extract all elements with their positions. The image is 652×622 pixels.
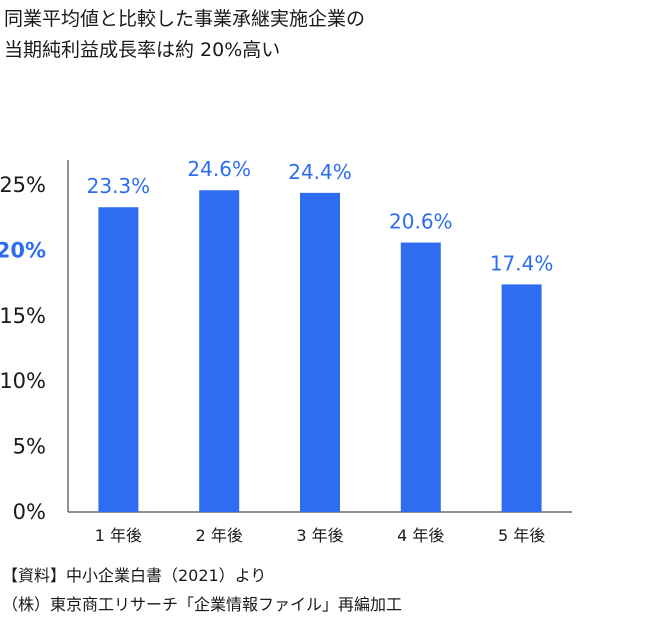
bar (501, 284, 542, 512)
bar-value-label: 17.4% (490, 251, 554, 275)
chart-footer: 【資料】中小企業白書（2021）より （株）東京商工リサーチ「企業情報ファイル」… (2, 561, 402, 619)
bar-value-label: 24.6% (187, 157, 251, 181)
bar (300, 192, 340, 512)
bar (98, 207, 139, 512)
x-tick-label: 5 年後 (498, 526, 545, 545)
x-axis-ticks: 1 年後 2 年後 3 年後 4 年後 5 年後 (95, 526, 545, 545)
source-note: 【資料】中小企業白書（2021）より (2, 566, 267, 585)
chart-title: 同業平均値と比較した事業承継実施企業の 当期純利益成長率は約 20%高い (4, 4, 365, 66)
bar-value-label: 20.6% (389, 210, 453, 234)
chart-title-line-2: 当期純利益成長率は約 20%高い (4, 39, 281, 61)
y-axis-ticks: 25% 20% 15% 10% 5% 0% (0, 173, 46, 524)
y-tick-label: 20% (0, 238, 46, 262)
chart-title-line-1: 同業平均値と比較した事業承継実施企業の (4, 8, 366, 30)
y-tick-label: 10% (0, 369, 46, 393)
bar-value-label: 24.4% (288, 160, 352, 184)
bar (199, 190, 240, 512)
y-tick-label: 5% (13, 435, 46, 459)
bar (400, 242, 441, 512)
y-tick-label: 0% (13, 500, 46, 524)
credit-note: （株）東京商工リサーチ「企業情報ファイル」再編加工 (2, 595, 403, 614)
x-tick-label: 3 年後 (296, 526, 343, 545)
bar-value-label: 23.3% (87, 174, 151, 198)
bars (98, 190, 542, 512)
bar-value-labels: 23.3% 24.6% 24.4% 20.6% 17.4% (87, 157, 554, 275)
x-tick-label: 1 年後 (95, 526, 142, 545)
y-tick-label: 25% (0, 173, 46, 197)
x-tick-label: 2 年後 (196, 526, 243, 545)
y-tick-label: 15% (0, 304, 46, 328)
x-tick-label: 4 年後 (397, 526, 444, 545)
